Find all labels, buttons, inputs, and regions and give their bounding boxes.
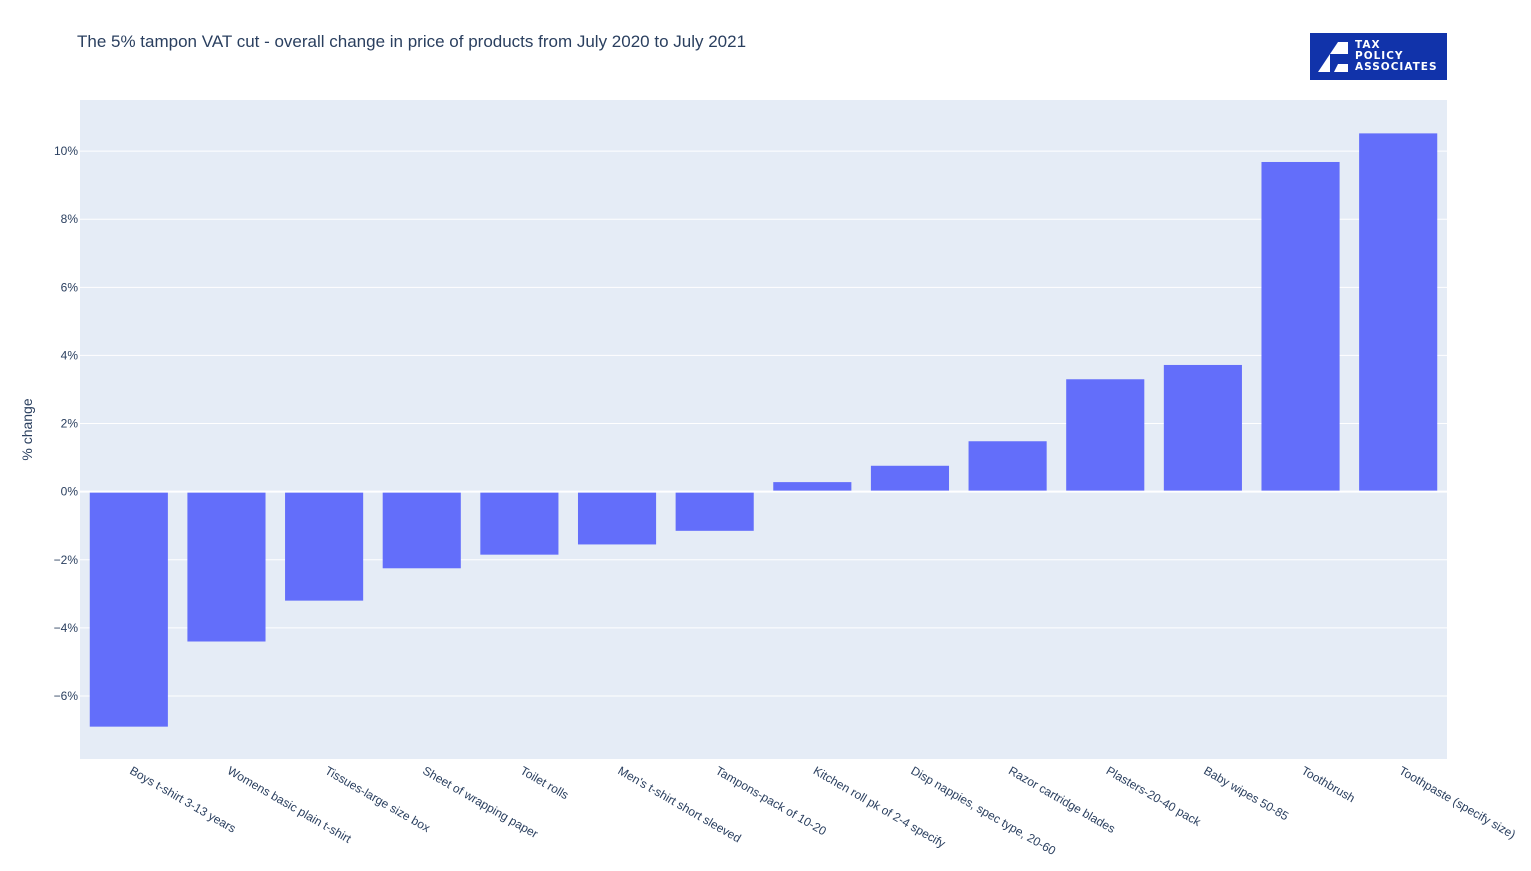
- bar: [1066, 379, 1145, 492]
- logo-line: ASSOCIATES: [1355, 61, 1438, 73]
- bar: [773, 482, 852, 492]
- logo-line: POLICY: [1355, 50, 1404, 62]
- logo-text: TAX POLICY ASSOCIATES: [1355, 40, 1438, 73]
- bars: [89, 133, 1438, 727]
- x-tick-label: Toilet rolls: [518, 763, 571, 802]
- bar: [577, 491, 657, 545]
- y-tick-label: 6%: [61, 280, 79, 294]
- bar: [870, 465, 950, 492]
- logo-line: TAX: [1355, 39, 1381, 51]
- bar: [480, 491, 559, 555]
- x-tick-label: Boys t-shirt 3-13 years: [127, 763, 238, 835]
- y-tick-label: −4%: [54, 621, 79, 635]
- x-tick-label: Plasters-20-40 pack: [1104, 763, 1204, 829]
- bar: [675, 491, 754, 531]
- x-tick-label: Baby wipes 50-85: [1201, 763, 1291, 823]
- bar: [1261, 161, 1340, 492]
- bar: [968, 441, 1047, 492]
- bar: [1359, 133, 1438, 492]
- y-tick-label: 10%: [54, 144, 78, 158]
- y-tick-label: −2%: [54, 553, 79, 567]
- bar: [285, 491, 364, 601]
- x-tick-label: Toothbrush: [1299, 763, 1357, 805]
- bar: [1163, 364, 1242, 492]
- y-tick-label: 8%: [61, 212, 79, 226]
- logo-mark-icon: [1318, 42, 1348, 72]
- x-tick-label: Toothpaste (specify size): [1397, 763, 1518, 841]
- tax-policy-associates-logo: TAX POLICY ASSOCIATES: [1310, 33, 1447, 80]
- bar: [187, 491, 266, 642]
- y-axis-label: % change: [19, 398, 35, 460]
- y-axis-ticks: 10% 8% 6% 4% 2% 0% −2% −4% −6%: [54, 144, 79, 703]
- bar: [382, 491, 461, 569]
- chart-title: The 5% tampon VAT cut - overall change i…: [77, 32, 747, 51]
- bar: [89, 491, 168, 727]
- y-tick-label: −6%: [54, 689, 79, 703]
- y-tick-label: 2%: [61, 417, 79, 431]
- y-tick-label: 0%: [61, 485, 79, 499]
- y-tick-label: 4%: [61, 348, 79, 362]
